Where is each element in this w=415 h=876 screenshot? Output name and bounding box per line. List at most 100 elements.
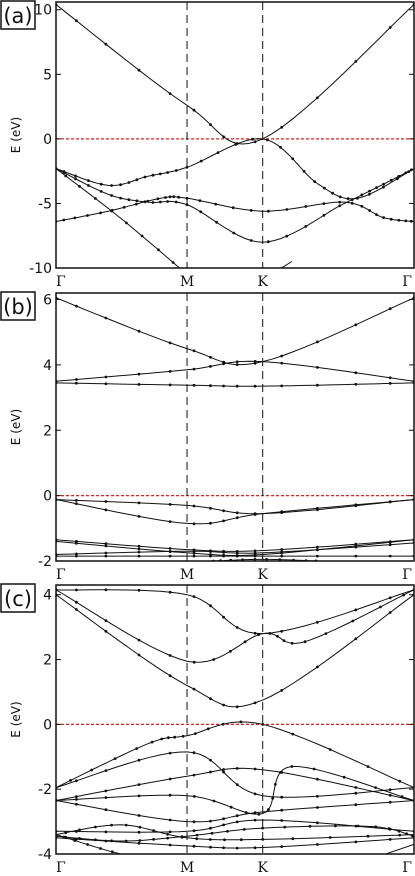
band-point [388, 376, 392, 380]
band-point [312, 767, 316, 771]
band-point [143, 175, 147, 179]
band-point [110, 194, 113, 197]
band-point [180, 835, 184, 838]
panel-label-box [0, 0, 36, 30]
band-point [94, 838, 97, 842]
band-point [222, 509, 226, 513]
band-point [328, 836, 332, 839]
band-point [74, 177, 77, 181]
band-point [235, 626, 239, 629]
band-point [181, 734, 185, 738]
band-point [251, 137, 255, 141]
band-point [222, 362, 226, 366]
band-point [104, 508, 108, 512]
band-point [280, 354, 284, 358]
band-point [75, 304, 78, 308]
band-point [257, 812, 261, 816]
band-point [350, 198, 354, 202]
band-line-2 [56, 589, 414, 635]
y-tick-label: 4 [43, 358, 52, 374]
band-group [56, 296, 414, 561]
band-point [172, 195, 176, 199]
band-point [168, 92, 172, 95]
band-point [168, 195, 172, 199]
band-point [185, 165, 189, 169]
band-point [195, 837, 199, 841]
band-point [104, 375, 108, 379]
panel-label-box [0, 583, 36, 613]
band-point [168, 590, 172, 594]
band-point [253, 558, 257, 561]
band-point [354, 608, 358, 612]
band-point [168, 793, 172, 797]
band-point [243, 640, 247, 644]
band-point [234, 143, 238, 146]
band-point [104, 789, 108, 793]
band-point [308, 824, 312, 828]
band-point [253, 792, 257, 796]
band-point [400, 795, 404, 799]
band-point [152, 829, 156, 832]
band-point [215, 220, 219, 224]
band-point [257, 633, 260, 637]
band-point [280, 819, 284, 822]
band-point [148, 860, 151, 863]
band-point [280, 548, 284, 551]
band-point [222, 553, 226, 557]
band-point [168, 751, 172, 755]
band-point [338, 204, 342, 208]
band-point [138, 825, 142, 829]
band-point [75, 502, 78, 506]
band-point [226, 829, 229, 833]
band-point [104, 42, 108, 46]
band-point [375, 213, 378, 217]
band-point [192, 829, 196, 833]
band-point [168, 818, 172, 822]
band-point [290, 765, 294, 768]
band-point [235, 363, 239, 366]
band-line-2 [56, 138, 414, 200]
panel-3: 420-2-4Γ M K ΓE (eV)(c) [0, 583, 415, 876]
band-line-1 [56, 4, 414, 145]
x-tick-label: Γ [56, 860, 66, 876]
band-point [209, 819, 212, 823]
band-point [398, 779, 402, 783]
band-point [119, 196, 122, 200]
band-point [239, 720, 243, 724]
band-point [134, 202, 138, 206]
band-point [214, 202, 218, 206]
band-point [388, 26, 392, 29]
band-point [388, 596, 392, 600]
band-point [316, 506, 319, 510]
band-point [192, 522, 196, 526]
band-point [146, 199, 150, 203]
band-point [280, 510, 284, 514]
band-point [124, 839, 128, 843]
band-point [137, 653, 141, 657]
band-point [69, 779, 72, 782]
band-point [271, 796, 275, 800]
band-point [350, 201, 354, 205]
band-point [104, 796, 108, 799]
band-point [273, 783, 277, 786]
band-point [242, 828, 246, 831]
band-point [137, 515, 141, 518]
band-point [388, 611, 392, 614]
band-point [137, 638, 141, 642]
band-point [209, 826, 212, 830]
band-point [235, 783, 239, 786]
panel-label: (b) [3, 295, 33, 319]
band-line-7 [56, 542, 414, 555]
band-point [316, 843, 319, 846]
x-tick-label: Γ [402, 860, 412, 876]
band-point [316, 545, 319, 549]
band-point [368, 192, 371, 196]
band-point [62, 218, 66, 222]
band-point [253, 811, 257, 815]
band-point [354, 786, 358, 789]
band-point [382, 185, 385, 189]
band-point [304, 205, 308, 208]
band-point [222, 703, 226, 707]
y-tick-label: 0 [43, 489, 52, 505]
band-point [388, 800, 392, 804]
